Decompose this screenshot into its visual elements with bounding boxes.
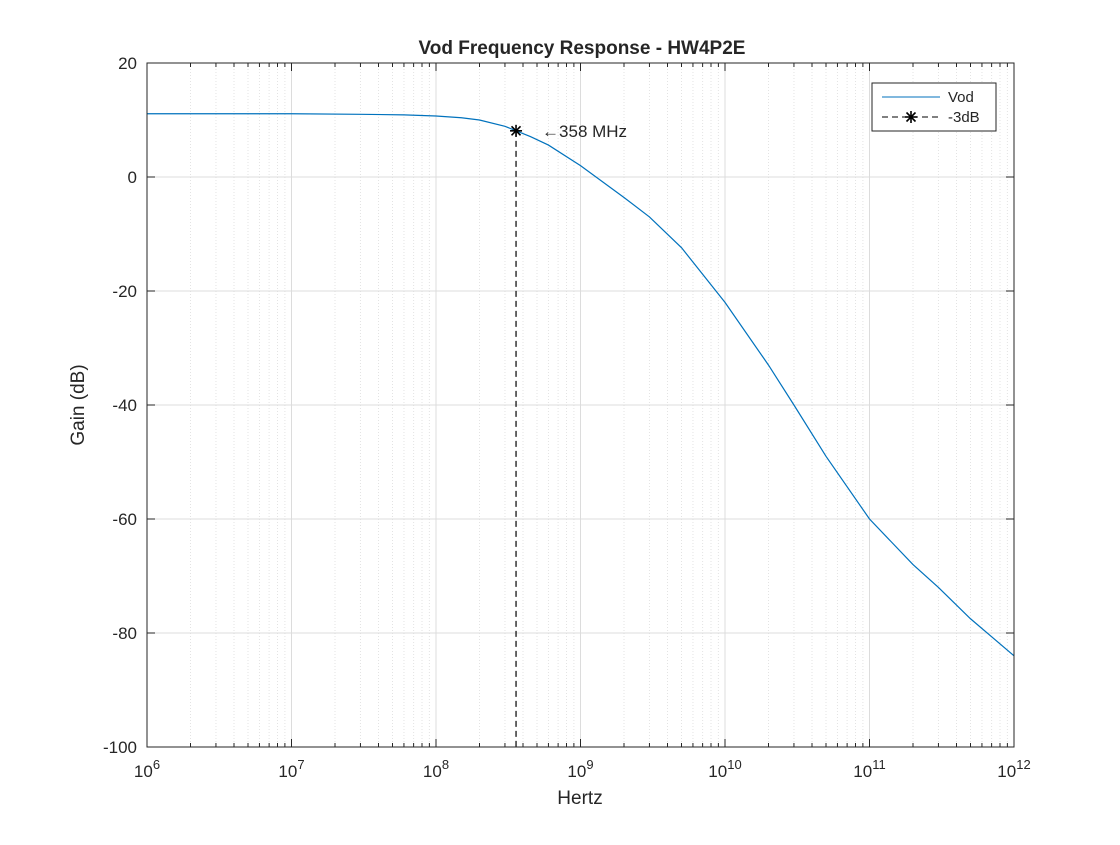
y-axis-label: Gain (dB) [68, 364, 89, 445]
y-tick-label: -80 [112, 624, 137, 643]
y-tick-label: 20 [118, 54, 137, 73]
y-tick-label: -40 [112, 396, 137, 415]
chart-title: Vod Frequency Response - HW4P2E [419, 38, 746, 59]
y-tick-label: -100 [103, 738, 137, 757]
x-axis-label: Hertz [557, 788, 602, 809]
y-tick-label: -20 [112, 282, 137, 301]
data-point-3db [510, 125, 522, 137]
annotation-layer: ←358 MHz [542, 122, 627, 141]
legend-label-vod: Vod [948, 89, 974, 106]
legend-marker-3db [905, 111, 917, 123]
y-tick-label: -60 [112, 510, 137, 529]
legend: Vod -3dB [872, 83, 996, 131]
legend-label-3db: -3dB [948, 109, 980, 126]
y-tick-label: 0 [128, 168, 137, 187]
annotation-358mhz: ←358 MHz [542, 122, 627, 141]
